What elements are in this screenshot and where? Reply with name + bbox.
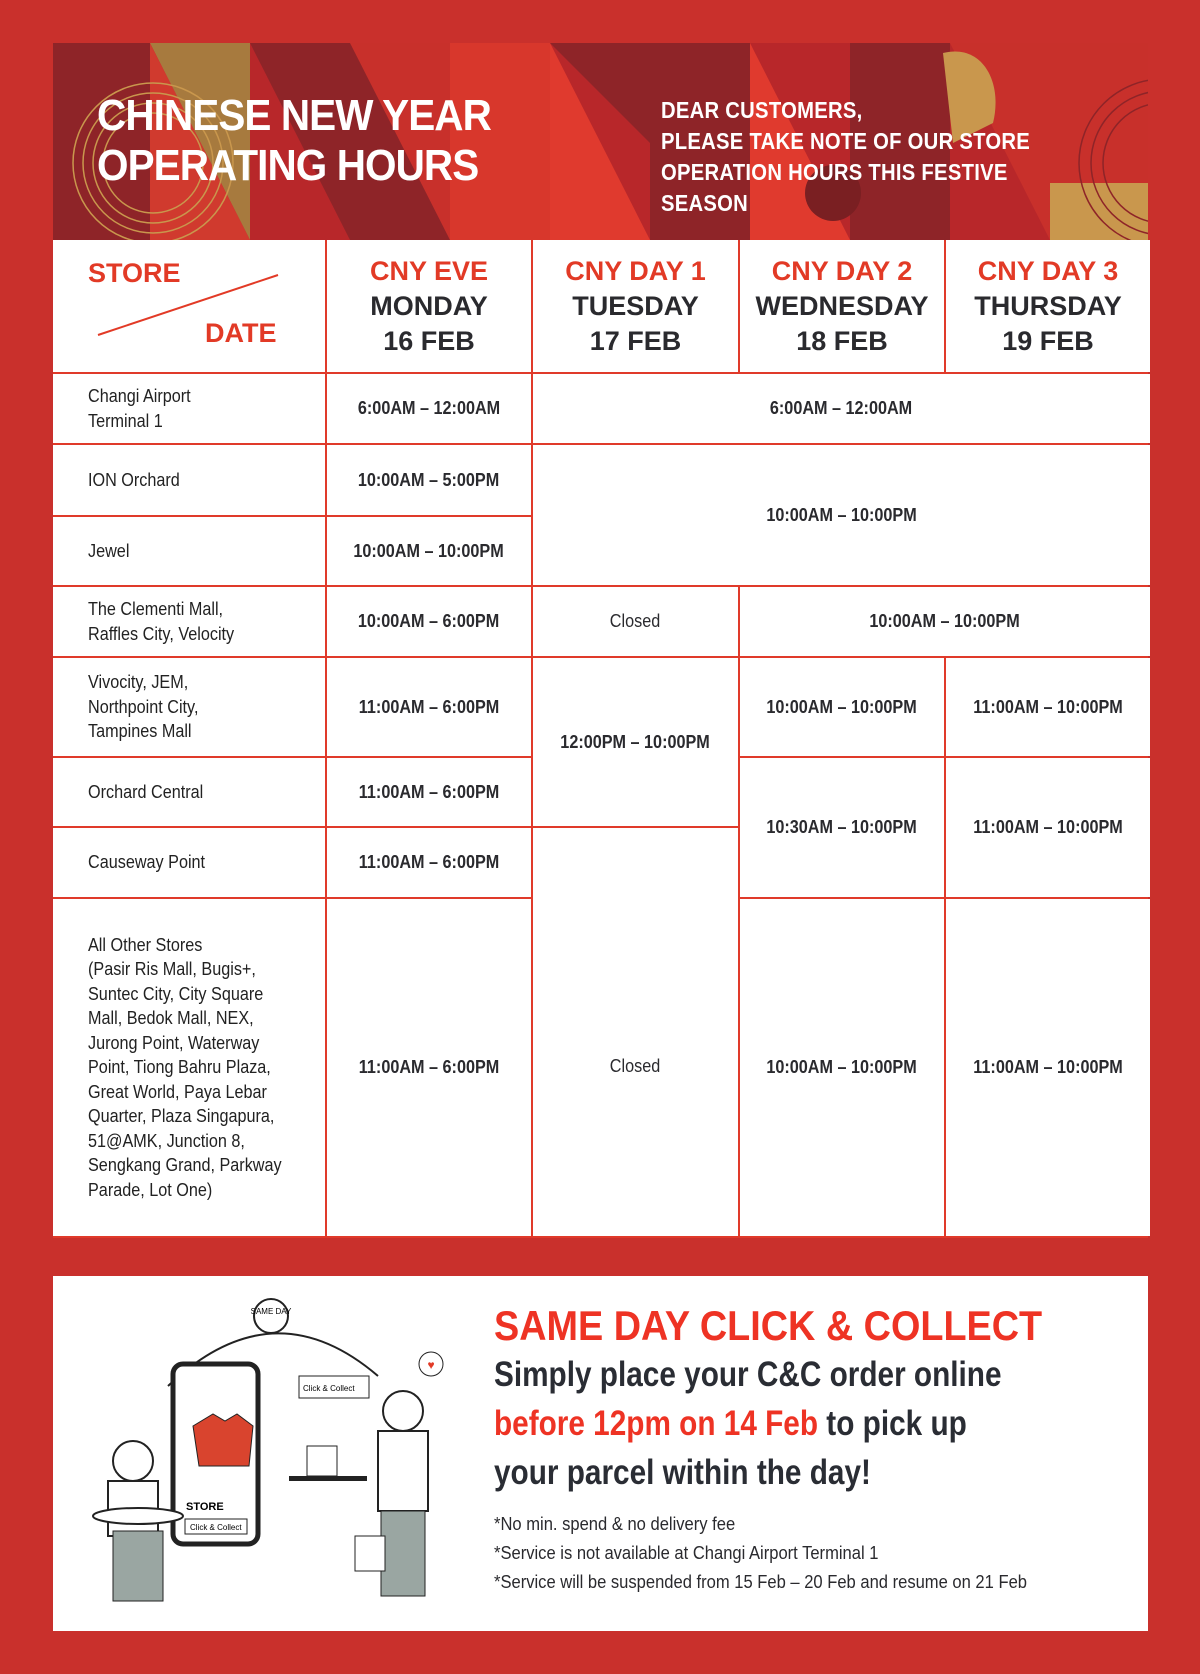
hours-cell: 11:00AM – 10:00PM [946,899,1150,1236]
hours-cell: Closed [533,828,738,1236]
column-header-cny-eve: CNY EVE MONDAY 16 FEB [327,240,531,372]
hours-cell: 11:00AM – 6:00PM [327,899,531,1236]
hours-cell: 10:00AM – 10:00PM [740,899,944,1236]
title-line-1: CHINESE NEW YEAR [97,91,492,140]
hours-cell: 10:30AM – 10:00PM [740,758,944,897]
svg-text:STORE: STORE [186,1501,224,1513]
hours-cell: 12:00PM – 10:00PM [533,658,738,826]
horse-icon [943,51,996,143]
operating-hours-table: STORE DATE CNY EVE MONDAY 16 FEB CNY DAY 1… [53,240,1150,1238]
hours-cell: 10:00AM – 5:00PM [327,445,531,515]
hours-cell: 6:00AM – 12:00AM [327,374,531,443]
store-name: Vivocity, JEM, Northpoint City, Tampines… [53,658,325,756]
hours-cell: 10:00AM – 10:00PM [327,517,531,585]
column-header-cny-day-3: CNY DAY 3 THURSDAY 19 FEB [946,240,1150,372]
svg-text:SAME DAY: SAME DAY [251,1307,292,1316]
column-header-cny-day-1: CNY DAY 1 TUESDAY 17 FEB [533,240,738,372]
svg-text:Click & Collect: Click & Collect [190,1523,242,1532]
store-name: The Clementi Mall, Raffles City, Velocit… [53,587,325,656]
promo-line-2: before 12pm on 14 Feb to pick up [494,1404,967,1444]
store-name: Orchard Central [53,758,325,826]
hours-cell: 11:00AM – 10:00PM [946,658,1150,756]
hours-cell: 10:00AM – 10:00PM [740,658,944,756]
banner-title: CHINESE NEW YEAR OPERATING HOURS [97,91,492,191]
hours-cell: 10:00AM – 10:00PM [740,587,1150,656]
timer-icon [253,1298,289,1334]
column-header-cny-day-2: CNY DAY 2 WEDNESDAY 18 FEB [740,240,944,372]
store-name: ION Orchard [53,445,325,515]
note-line-3: OPERATION HOURS THIS FESTIVE SEASON [661,159,1008,216]
click-collect-illustration: SAME DAY STORE Click & Collect Click & C… [92,1298,444,1602]
note-line-2: PLEASE TAKE NOTE OF OUR STORE [661,128,1031,154]
store-name: All Other Stores (Pasir Ris Mall, Bugis+… [53,899,325,1236]
store-name: Changi Airport Terminal 1 [53,374,325,443]
hours-cell: 10:00AM – 10:00PM [533,445,1150,585]
date-label: DATE [205,318,277,348]
hours-cell: 11:00AM – 6:00PM [327,758,531,826]
store-date-corner: STORE DATE [53,240,325,372]
deadline-highlight: before 12pm on 14 Feb [494,1404,819,1443]
click-collect-title: SAME DAY CLICK & COLLECT [494,1302,1043,1349]
hours-cell: 11:00AM – 10:00PM [946,758,1150,897]
store-sign [298,1375,370,1399]
diagonal-divider [97,274,279,336]
promo-line-1: Simply place your C&C order online [494,1355,1002,1394]
click-collect-panel: SAME DAY STORE Click & Collect Click & C… [53,1276,1148,1631]
footnote: *Service will be suspended from 15 Feb –… [494,1572,1027,1592]
promo-line-3: your parcel within the day! [494,1453,871,1492]
hours-cell: 11:00AM – 6:00PM [327,658,531,756]
title-line-2: OPERATING HOURS [97,141,479,190]
header-banner: CHINESE NEW YEAR OPERATING HOURS DEAR CU… [53,43,1148,240]
store-name: Jewel [53,517,325,585]
svg-text:♥: ♥ [427,1358,434,1372]
footnote: *Service is not available at Changi Airp… [494,1543,879,1563]
svg-text:Click & Collect: Click & Collect [303,1384,355,1393]
promo-line-2-rest: to pick up [818,1404,967,1443]
footnote: *No min. spend & no delivery fee [494,1514,736,1534]
hours-cell: 10:00AM – 6:00PM [327,587,531,656]
store-name: Causeway Point [53,828,325,897]
store-label: STORE [88,258,181,288]
hours-cell: 11:00AM – 6:00PM [327,828,531,897]
hours-cell: 6:00AM – 12:00AM [533,374,1150,443]
note-line-1: DEAR CUSTOMERS, [661,97,863,123]
hours-cell: Closed [533,587,738,656]
festive-pattern [53,43,1148,240]
banner-note: DEAR CUSTOMERS, PLEASE TAKE NOTE OF OUR … [661,95,1090,219]
